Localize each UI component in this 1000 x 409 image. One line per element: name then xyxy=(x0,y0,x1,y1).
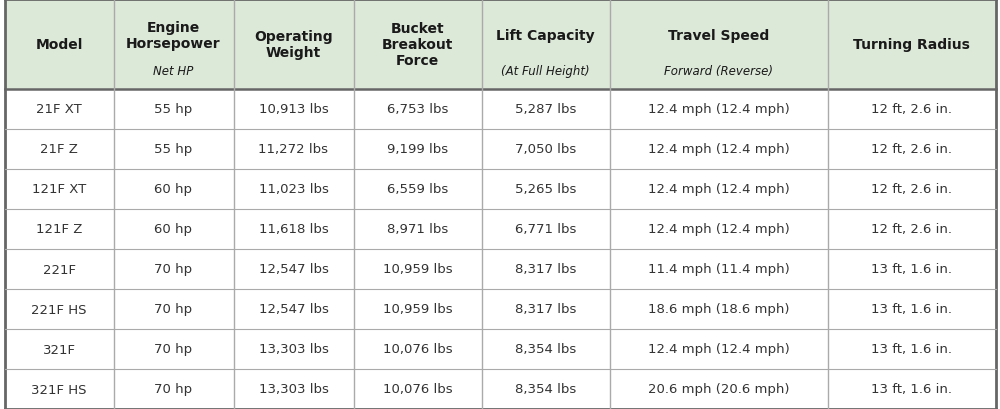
Bar xyxy=(5,170,996,209)
Text: 12.4 mph (12.4 mph): 12.4 mph (12.4 mph) xyxy=(648,103,789,116)
Bar xyxy=(5,209,996,249)
Text: 5,265 lbs: 5,265 lbs xyxy=(515,183,576,196)
Text: 121F XT: 121F XT xyxy=(32,183,86,196)
Text: Bucket
Breakout
Force: Bucket Breakout Force xyxy=(382,22,453,68)
Text: 12.4 mph (12.4 mph): 12.4 mph (12.4 mph) xyxy=(648,343,789,356)
Text: 12,547 lbs: 12,547 lbs xyxy=(259,263,328,276)
Text: 121F Z: 121F Z xyxy=(36,223,82,236)
Bar xyxy=(5,249,996,289)
Text: 8,354 lbs: 8,354 lbs xyxy=(515,343,576,356)
Text: 12 ft, 2.6 in.: 12 ft, 2.6 in. xyxy=(871,183,952,196)
Text: 12 ft, 2.6 in.: 12 ft, 2.6 in. xyxy=(871,103,952,116)
Text: 18.6 mph (18.6 mph): 18.6 mph (18.6 mph) xyxy=(648,303,789,316)
Text: 221F HS: 221F HS xyxy=(31,303,87,316)
Text: 5,287 lbs: 5,287 lbs xyxy=(515,103,576,116)
Text: 21F Z: 21F Z xyxy=(40,143,78,156)
Text: 11,618 lbs: 11,618 lbs xyxy=(259,223,328,236)
Text: Engine
Horsepower: Engine Horsepower xyxy=(126,21,221,51)
Text: 12.4 mph (12.4 mph): 12.4 mph (12.4 mph) xyxy=(648,223,789,236)
Text: 21F XT: 21F XT xyxy=(36,103,82,116)
Bar xyxy=(5,369,996,409)
Text: Model: Model xyxy=(35,38,83,52)
Text: 221F: 221F xyxy=(42,263,76,276)
Text: 9,199 lbs: 9,199 lbs xyxy=(387,143,448,156)
Text: 321F: 321F xyxy=(42,343,76,356)
Text: 10,076 lbs: 10,076 lbs xyxy=(383,343,452,356)
Text: Turning Radius: Turning Radius xyxy=(853,38,970,52)
Text: 13,303 lbs: 13,303 lbs xyxy=(259,382,328,396)
Bar xyxy=(5,0,996,90)
Text: (At Full Height): (At Full Height) xyxy=(501,65,590,78)
Text: 11.4 mph (11.4 mph): 11.4 mph (11.4 mph) xyxy=(648,263,789,276)
Text: 70 hp: 70 hp xyxy=(154,382,193,396)
Text: 70 hp: 70 hp xyxy=(154,263,193,276)
Text: 13 ft, 1.6 in.: 13 ft, 1.6 in. xyxy=(871,263,952,276)
Text: 12.4 mph (12.4 mph): 12.4 mph (12.4 mph) xyxy=(648,143,789,156)
Text: Forward (Reverse): Forward (Reverse) xyxy=(664,65,773,78)
Text: 11,272 lbs: 11,272 lbs xyxy=(258,143,328,156)
Text: 8,971 lbs: 8,971 lbs xyxy=(387,223,448,236)
Text: 13 ft, 1.6 in.: 13 ft, 1.6 in. xyxy=(871,343,952,356)
Text: 10,076 lbs: 10,076 lbs xyxy=(383,382,452,396)
Text: 13 ft, 1.6 in.: 13 ft, 1.6 in. xyxy=(871,382,952,396)
Text: 70 hp: 70 hp xyxy=(154,303,193,316)
Text: 13 ft, 1.6 in.: 13 ft, 1.6 in. xyxy=(871,303,952,316)
Text: 10,959 lbs: 10,959 lbs xyxy=(383,263,452,276)
Text: 6,771 lbs: 6,771 lbs xyxy=(515,223,576,236)
Text: Travel Speed: Travel Speed xyxy=(668,29,769,43)
Bar xyxy=(5,90,996,130)
Text: 10,959 lbs: 10,959 lbs xyxy=(383,303,452,316)
Text: 13,303 lbs: 13,303 lbs xyxy=(259,343,328,356)
Text: 60 hp: 60 hp xyxy=(154,183,192,196)
Text: 6,753 lbs: 6,753 lbs xyxy=(387,103,448,116)
Text: 12.4 mph (12.4 mph): 12.4 mph (12.4 mph) xyxy=(648,183,789,196)
Text: 8,317 lbs: 8,317 lbs xyxy=(515,263,576,276)
Text: 7,050 lbs: 7,050 lbs xyxy=(515,143,576,156)
Text: 8,317 lbs: 8,317 lbs xyxy=(515,303,576,316)
Bar xyxy=(5,289,996,329)
Bar xyxy=(5,130,996,170)
Text: 8,354 lbs: 8,354 lbs xyxy=(515,382,576,396)
Text: 70 hp: 70 hp xyxy=(154,343,193,356)
Text: 12 ft, 2.6 in.: 12 ft, 2.6 in. xyxy=(871,143,952,156)
Text: 60 hp: 60 hp xyxy=(154,223,192,236)
Text: Operating
Weight: Operating Weight xyxy=(254,30,333,60)
Text: 12,547 lbs: 12,547 lbs xyxy=(259,303,328,316)
Text: 55 hp: 55 hp xyxy=(154,143,193,156)
Text: Lift Capacity: Lift Capacity xyxy=(496,29,595,43)
Text: 20.6 mph (20.6 mph): 20.6 mph (20.6 mph) xyxy=(648,382,789,396)
Text: Net HP: Net HP xyxy=(153,65,194,78)
Text: 11,023 lbs: 11,023 lbs xyxy=(259,183,328,196)
Bar xyxy=(5,329,996,369)
Text: 321F HS: 321F HS xyxy=(31,382,87,396)
Text: 12 ft, 2.6 in.: 12 ft, 2.6 in. xyxy=(871,223,952,236)
Text: 6,559 lbs: 6,559 lbs xyxy=(387,183,448,196)
Text: 55 hp: 55 hp xyxy=(154,103,193,116)
Text: 10,913 lbs: 10,913 lbs xyxy=(259,103,328,116)
